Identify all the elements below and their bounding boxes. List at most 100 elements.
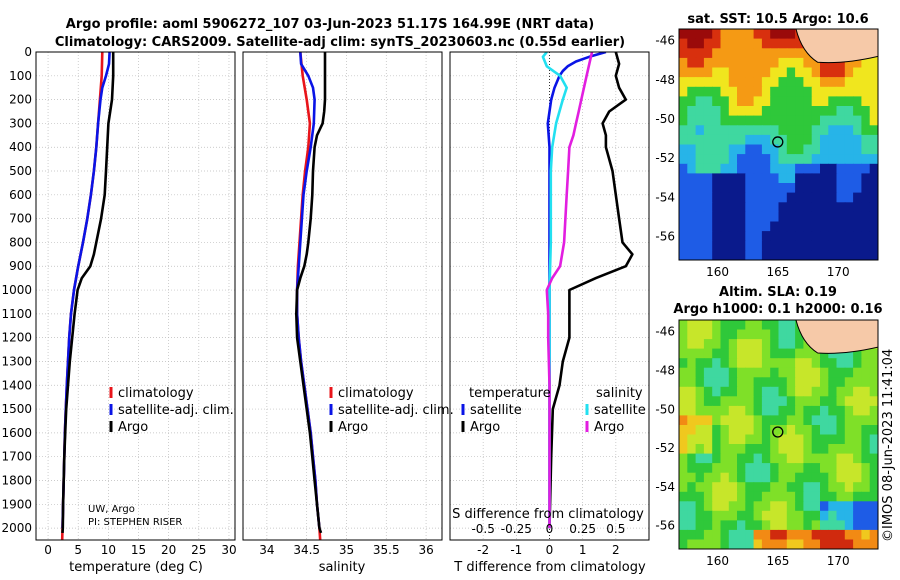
map-cell xyxy=(745,358,755,369)
map-cell xyxy=(679,415,688,426)
map-cell xyxy=(687,520,697,531)
map-cell xyxy=(737,57,746,69)
map-cell xyxy=(795,106,804,117)
map-cell xyxy=(695,154,705,165)
map-cell xyxy=(745,38,755,49)
map-cell xyxy=(703,211,713,223)
map-y-tick-label: -46 xyxy=(655,34,675,48)
map-cell xyxy=(679,67,688,78)
map-cell xyxy=(687,38,697,49)
map-cell xyxy=(861,510,871,521)
map-cell xyxy=(761,231,771,242)
map-cell xyxy=(803,482,813,493)
map-cell xyxy=(803,240,813,251)
map-cell xyxy=(770,501,780,512)
map-cell xyxy=(720,529,730,540)
map-cell xyxy=(795,115,804,126)
map-cell xyxy=(861,77,871,88)
map-cell xyxy=(679,38,688,49)
map-cell xyxy=(803,57,813,69)
map-cell xyxy=(728,163,738,174)
map-cell xyxy=(753,529,763,540)
map-cell xyxy=(844,358,854,369)
map-cell xyxy=(695,434,705,445)
map-cell xyxy=(811,425,821,436)
x-tick-label: 35 xyxy=(339,543,354,557)
legend-s-argo: Argo xyxy=(594,420,624,435)
series-group xyxy=(294,52,327,540)
map-cell xyxy=(703,173,713,184)
map-cell xyxy=(786,96,796,107)
plot-frame xyxy=(242,51,443,541)
map-cell xyxy=(861,86,871,97)
map-cell xyxy=(869,501,878,512)
map-cell xyxy=(720,231,730,242)
map-cell xyxy=(695,144,705,155)
map-cell xyxy=(703,377,713,388)
map-cell xyxy=(745,183,755,194)
map-cell xyxy=(679,367,688,378)
map-cell xyxy=(712,444,722,455)
map-cell xyxy=(737,320,746,331)
map-cell xyxy=(803,444,813,455)
map-cell xyxy=(820,415,829,426)
map-cell xyxy=(695,211,705,223)
map-cell xyxy=(778,77,788,88)
x-tick-label: 2 xyxy=(612,543,620,557)
map-cell xyxy=(687,115,697,126)
map-cell xyxy=(786,48,796,59)
plot-area xyxy=(36,52,235,540)
map-cell xyxy=(728,396,738,407)
map-cell xyxy=(786,463,796,474)
map-cell xyxy=(828,77,838,88)
difference-xlabel: T difference from climatology xyxy=(453,560,646,575)
map-cell xyxy=(861,144,871,155)
map-cell xyxy=(786,86,796,97)
map-cell xyxy=(803,231,813,242)
map-cell xyxy=(861,501,871,512)
map-cell xyxy=(786,202,796,213)
map-cell xyxy=(712,339,722,350)
map-cell xyxy=(720,77,730,88)
map-cell xyxy=(745,320,755,331)
map-cell xyxy=(820,501,829,512)
map-cell xyxy=(786,501,796,512)
map-cell xyxy=(745,57,755,69)
map-cell xyxy=(679,221,688,232)
map-cell xyxy=(753,472,763,483)
map-cell xyxy=(836,115,846,126)
map-cell xyxy=(869,250,878,260)
map-cell xyxy=(703,415,713,426)
map-cell xyxy=(820,539,829,549)
map-cell xyxy=(853,77,862,88)
map-cell xyxy=(778,115,788,126)
map-cell xyxy=(712,173,722,184)
map-cell xyxy=(820,202,829,213)
map-cell xyxy=(761,396,771,407)
map-cell xyxy=(687,472,697,483)
map-cell xyxy=(836,96,846,107)
map-cell xyxy=(778,405,788,416)
map-cell xyxy=(720,320,730,331)
map-cell xyxy=(695,386,705,397)
map-cell xyxy=(737,339,746,350)
map-cell xyxy=(853,482,862,493)
map-cell xyxy=(795,358,804,369)
map-cell xyxy=(679,173,688,184)
map-cell xyxy=(770,329,780,340)
map-cell xyxy=(712,358,722,369)
map-cell xyxy=(811,211,821,223)
map-cell xyxy=(687,434,697,445)
map-y-tick-label: -56 xyxy=(655,230,675,244)
map-cell xyxy=(720,339,730,350)
map-cell xyxy=(811,386,821,397)
map-cell xyxy=(679,377,688,388)
map-cell xyxy=(778,221,788,232)
map-cell xyxy=(753,125,763,136)
map-cell xyxy=(695,77,705,88)
map-cell xyxy=(786,510,796,521)
map-cell xyxy=(811,154,821,165)
map-cell xyxy=(869,202,878,213)
map-cell xyxy=(687,173,697,184)
map-cell xyxy=(786,339,796,350)
